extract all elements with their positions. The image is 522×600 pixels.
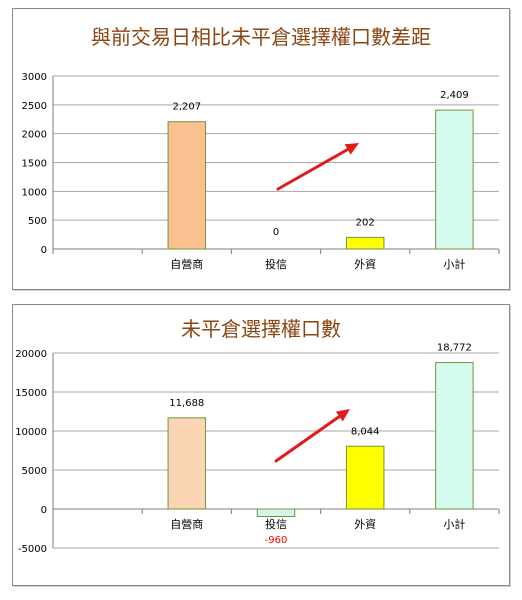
category-label: 自營商 [170,257,203,271]
y-tick-label: 10000 [15,427,47,438]
bar [256,508,296,517]
trend-arrow-head [335,409,350,422]
chart-plot-area: -5000 0 5000 10000 15000 20000 自營商 11,688 投信 -960… [15,343,500,555]
bar [167,417,207,510]
chart-panel-position-difference: 與前交易日相比未平倉選擇權口數差距 0 500 1000 1500 2000 2500 30… [12,8,510,290]
bar [167,121,207,250]
category-label: 自營商 [170,517,203,531]
y-tick-label: 5000 [22,466,47,477]
data-label: -960 [265,535,288,546]
y-tick-label: 2500 [22,101,47,112]
category-label: 外資 [354,258,376,271]
chart-panel-open-interest: 未平倉選擇權口數 -5000 0 5000 10000 15000 20000 自營商 11,… [12,304,510,586]
category-label: 小計 [443,517,465,531]
category-label: 外資 [354,518,376,531]
y-tick-label: 3000 [22,72,47,83]
data-label: 202 [356,217,375,228]
y-tick-label: 500 [28,216,47,227]
bar [435,109,474,250]
category-label: 小計 [443,257,465,271]
trend-arrow-head [344,143,359,155]
bar [345,236,385,250]
data-label: 0 [273,227,279,238]
data-label: 2,207 [172,102,201,113]
trend-arrow [274,414,341,463]
y-tick-label: 15000 [15,388,47,399]
y-tick-label: 20000 [15,349,47,360]
chart-plot-area: 0 500 1000 1500 2000 2500 3000 自營商 2,207 投信 0 外資 202… [22,72,500,271]
data-label: 11,688 [169,398,204,409]
y-tick-label: 2000 [22,130,47,141]
y-tick-label: -5000 [18,544,47,555]
category-label: 投信 [265,257,287,271]
y-tick-label: 0 [41,505,47,516]
data-label: 2,409 [440,90,469,101]
data-label: 18,772 [437,343,472,354]
chart-title: 與前交易日相比未平倉選擇權口數差距 [91,25,431,49]
data-label: 8,044 [351,426,380,437]
y-tick-label: 1500 [22,159,47,170]
y-tick-label: 0 [41,245,47,256]
trend-arrow [276,147,350,191]
chart-title: 未平倉選擇權口數 [181,317,341,341]
bar [435,362,474,510]
y-tick-label: 1000 [22,187,47,198]
category-label: 投信 [265,517,287,531]
bar [345,445,385,510]
